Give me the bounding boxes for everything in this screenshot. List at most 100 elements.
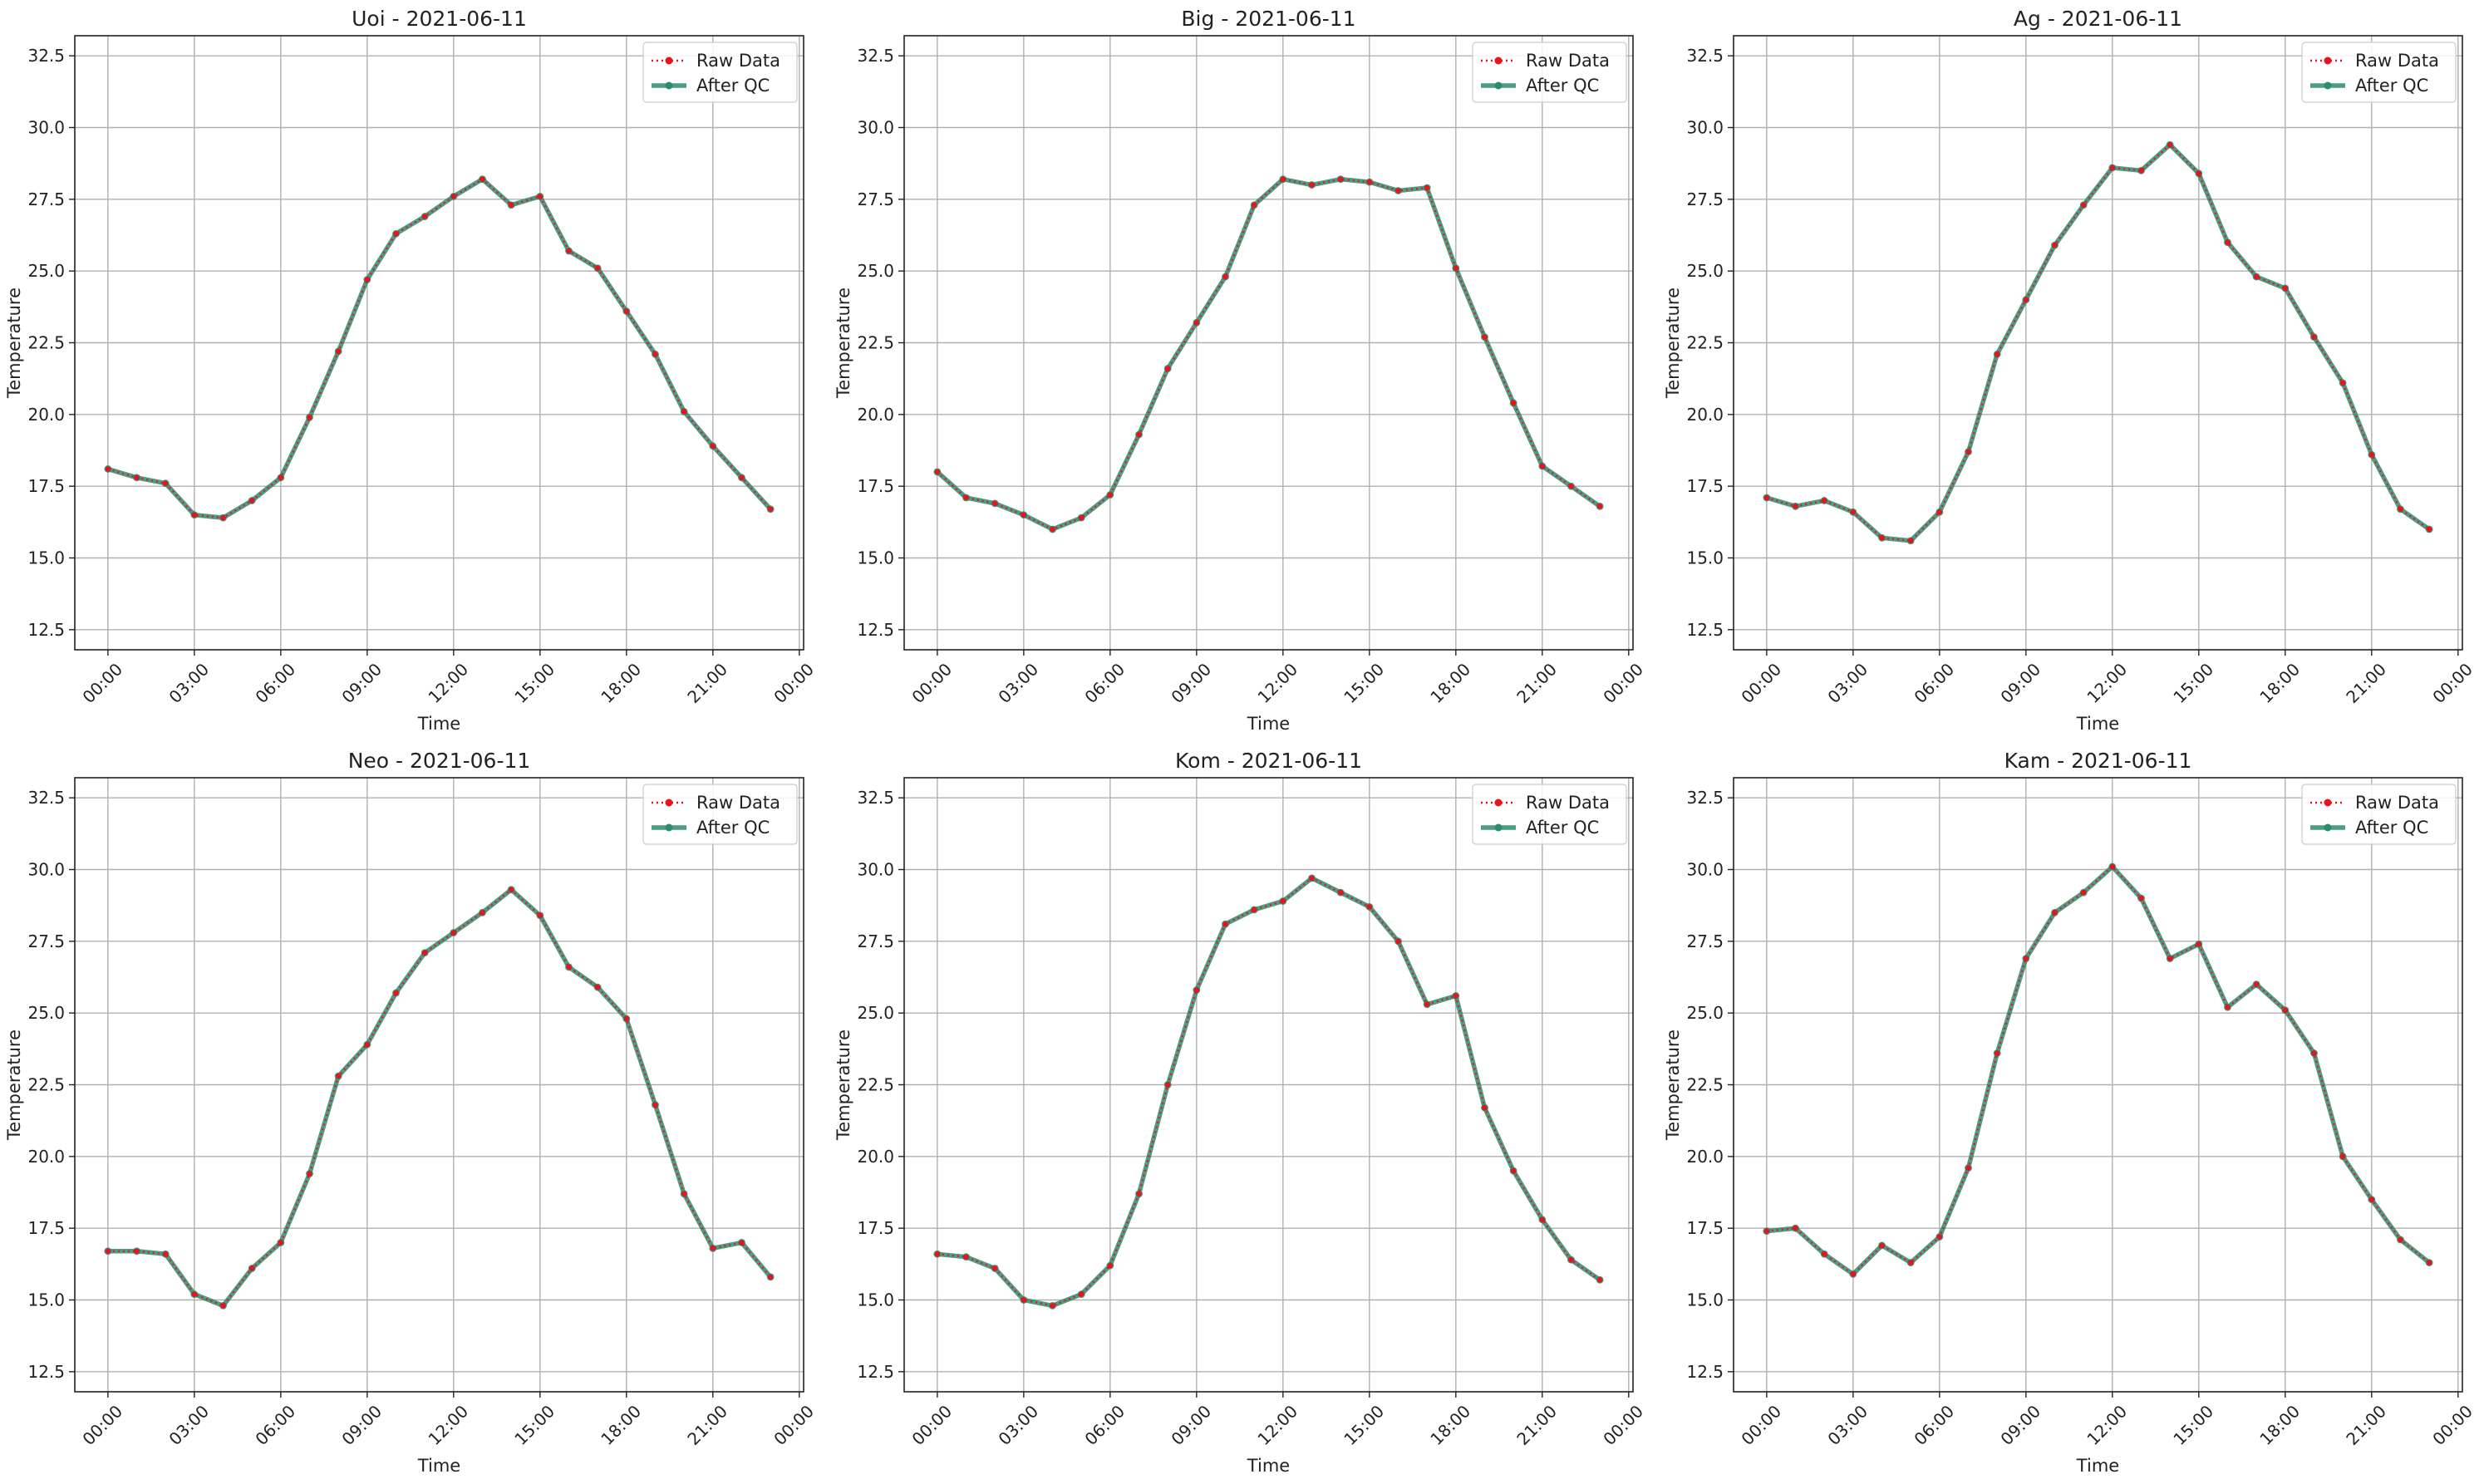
- grid: [1734, 778, 2462, 1392]
- series-after-qc: [1763, 863, 2432, 1278]
- y-tick-label: 30.0: [27, 860, 65, 880]
- legend-raw-label: Raw Data: [2355, 51, 2439, 71]
- chart-panel-3: 12.5 15.0 17.5 20.0 22.5 25.0 27.5 30.0 32.5 00:0…: [1659, 2, 2473, 742]
- raw-data-point: [336, 349, 341, 354]
- x-tick-label: 21:00: [683, 659, 731, 707]
- y-tick-label: 25.0: [27, 261, 65, 281]
- raw-data-point: [1165, 1082, 1170, 1087]
- raw-data-point: [307, 1171, 312, 1176]
- raw-data-point: [1281, 176, 1286, 181]
- legend-raw-marker: [666, 799, 673, 807]
- legend-qc-marker: [2324, 824, 2332, 832]
- legend-qc-marker: [666, 824, 673, 832]
- raw-data-point: [1424, 185, 1429, 190]
- x-axis-label: Time: [1247, 714, 1290, 734]
- chart-title: Kom - 2021-06-11: [1175, 749, 1362, 773]
- y-tick-label: 32.5: [27, 46, 65, 66]
- chart-title: Kam - 2021-06-11: [2004, 749, 2192, 773]
- raw-data-point: [480, 176, 484, 181]
- x-tick-label: 09:00: [1996, 659, 2044, 707]
- x-tick-label: 12:00: [1253, 659, 1301, 707]
- series-raw-data: [935, 876, 1603, 1309]
- raw-data-point: [624, 1016, 629, 1021]
- x-tick-label: 03:00: [165, 1401, 213, 1449]
- y-tick-label: 20.0: [1686, 1147, 1724, 1167]
- raw-data-point: [2369, 1197, 2374, 1201]
- raw-data-point: [1879, 535, 1884, 540]
- legend-raw-label: Raw Data: [696, 793, 780, 813]
- raw-data-point: [336, 1074, 341, 1079]
- raw-data-point: [1281, 898, 1286, 903]
- y-tick-label: 22.5: [857, 1075, 894, 1095]
- raw-data-point: [1851, 509, 1856, 514]
- raw-data-point: [1021, 1297, 1026, 1302]
- series-raw-data: [935, 176, 1603, 532]
- raw-data-point: [2110, 165, 2115, 170]
- raw-data-point: [1597, 1277, 1602, 1282]
- y-tick-label: 17.5: [857, 1218, 894, 1238]
- raw-data-point: [1108, 492, 1113, 497]
- raw-data-point: [2052, 243, 2057, 248]
- raw-data-line: [1767, 867, 2429, 1274]
- after-qc-line: [1767, 867, 2429, 1274]
- chart-title: Uoi - 2021-06-11: [352, 7, 527, 31]
- raw-data-point: [1937, 1234, 1942, 1239]
- series-raw-data: [106, 176, 774, 520]
- y-tick-label: 27.5: [857, 189, 894, 209]
- x-tick-label: 18:00: [1426, 1401, 1474, 1449]
- legend: Raw Data After QC: [2302, 42, 2456, 102]
- raw-data-point: [739, 1240, 744, 1245]
- y-tick-label: 12.5: [27, 620, 65, 640]
- y-tick-label: 25.0: [857, 1003, 894, 1023]
- after-qc-line: [937, 878, 1600, 1306]
- raw-data-point: [2167, 142, 2172, 147]
- raw-data-point: [1995, 351, 1999, 356]
- legend-qc-label: After QC: [2355, 818, 2428, 838]
- legend-raw-label: Raw Data: [696, 51, 780, 71]
- legend: Raw Data After QC: [643, 42, 797, 102]
- y-tick-label: 27.5: [27, 189, 65, 209]
- y-tick-label: 32.5: [857, 788, 894, 808]
- y-tick-label: 22.5: [27, 333, 65, 353]
- x-tick-label: 00:00: [1737, 1401, 1785, 1449]
- raw-data-point: [1165, 366, 1170, 371]
- raw-data-point: [2024, 956, 2029, 961]
- raw-data-point: [1252, 907, 1257, 912]
- legend-qc-label: After QC: [696, 818, 770, 838]
- x-tick-label: 00:00: [78, 659, 126, 707]
- legend-qc-label: After QC: [1526, 76, 1599, 96]
- x-tick-label: 00:00: [770, 659, 814, 707]
- raw-data-point: [1822, 498, 1827, 503]
- chart-panel-1: 12.5 15.0 17.5 20.0 22.5 25.0 27.5 30.0 32.5 00:0…: [0, 2, 814, 742]
- raw-data-point: [1108, 1263, 1113, 1268]
- raw-data-point: [935, 1251, 940, 1256]
- legend-raw-marker: [1495, 799, 1503, 807]
- raw-data-point: [249, 498, 254, 503]
- legend-raw-marker: [2324, 799, 2332, 807]
- raw-data-point: [106, 1249, 111, 1254]
- legend-raw-marker: [666, 57, 673, 65]
- raw-data-line: [108, 179, 770, 518]
- x-tick-label: 00:00: [770, 1401, 814, 1449]
- raw-data-point: [1965, 1165, 1970, 1170]
- y-tick-label: 22.5: [1686, 333, 1724, 353]
- raw-data-point: [538, 194, 543, 199]
- x-tick-label: 18:00: [2255, 659, 2304, 707]
- raw-data-point: [2138, 896, 2143, 901]
- y-axis-label: Temperature: [834, 1029, 853, 1141]
- raw-data-point: [652, 1102, 657, 1107]
- series-after-qc: [933, 874, 1603, 1309]
- x-tick-label: 12:00: [2083, 1401, 2131, 1449]
- legend-raw-label: Raw Data: [1526, 51, 1610, 71]
- legend-raw-marker: [1495, 57, 1503, 65]
- raw-data-point: [624, 308, 629, 313]
- raw-data-point: [134, 1249, 139, 1254]
- chart-panel-4: 12.5 15.0 17.5 20.0 22.5 25.0 27.5 30.0 32.5 00:0…: [0, 744, 814, 1484]
- raw-data-point: [963, 495, 968, 500]
- legend-raw-marker: [2324, 57, 2332, 65]
- x-tick-label: 00:00: [907, 1401, 956, 1449]
- raw-data-point: [422, 950, 427, 955]
- y-tick-label: 12.5: [1686, 1362, 1724, 1382]
- after-qc-line: [108, 179, 770, 518]
- raw-data-point: [1453, 266, 1458, 271]
